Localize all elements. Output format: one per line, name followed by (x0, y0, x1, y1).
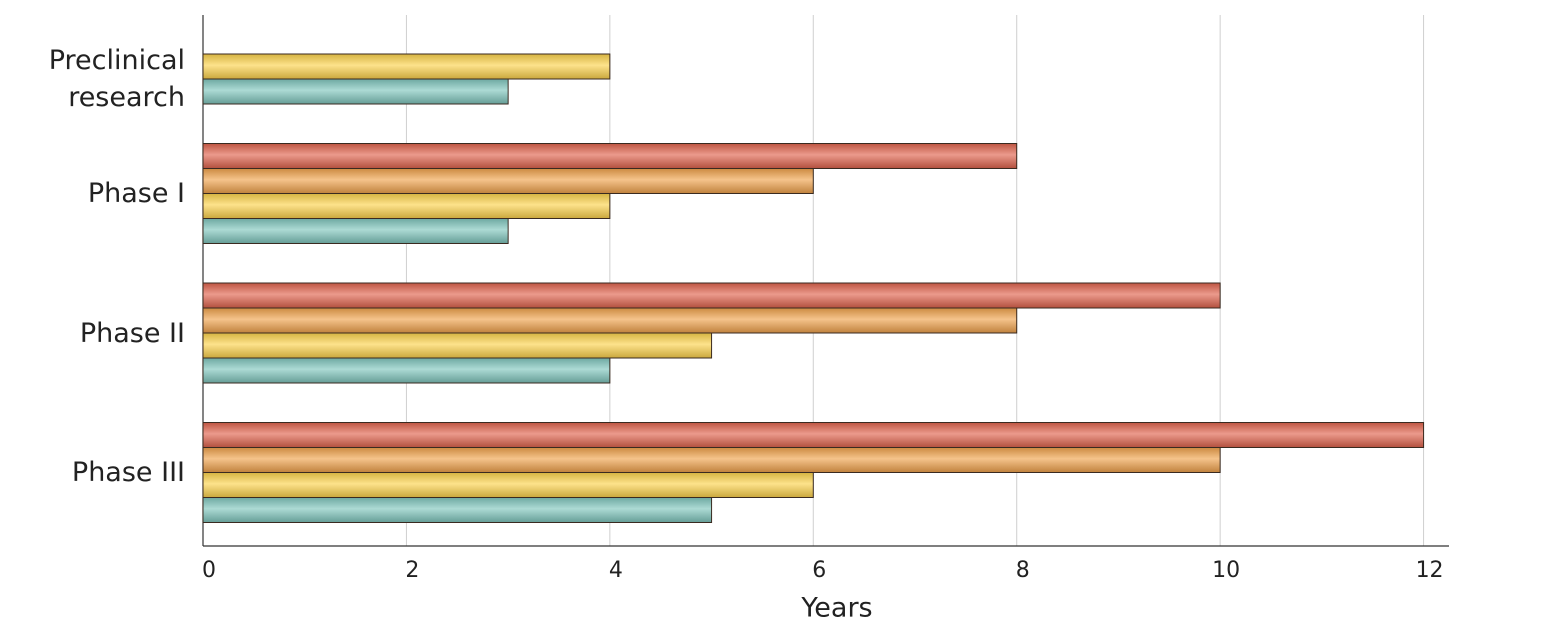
x-tick-label: 6 (812, 558, 826, 583)
bar (202, 193, 611, 219)
bar (202, 472, 814, 498)
x-tick-label: 0 (202, 558, 216, 583)
x-tick-label: 4 (609, 558, 623, 583)
x-tick-label: 10 (1212, 558, 1240, 583)
bar (202, 332, 713, 359)
x-axis-label: Years (800, 593, 872, 624)
bar (202, 168, 814, 194)
x-tick-label: 12 (1416, 558, 1444, 583)
bar (202, 307, 1018, 334)
bar (202, 357, 611, 384)
bar (202, 143, 1018, 169)
x-tick-label: 8 (1016, 558, 1030, 583)
bar (202, 497, 713, 523)
y-tick-label: Preclinical research (48, 45, 185, 113)
y-tick-label: Phase III (71, 457, 185, 488)
bar (202, 447, 1221, 473)
x-tick-label: 2 (405, 558, 419, 583)
bar (202, 78, 509, 105)
bar (202, 53, 611, 80)
bar (202, 422, 1425, 448)
y-tick-label: Phase II (79, 317, 185, 349)
bar (202, 218, 509, 244)
y-tick-label: Phase I (87, 178, 185, 209)
bar (202, 282, 1221, 309)
